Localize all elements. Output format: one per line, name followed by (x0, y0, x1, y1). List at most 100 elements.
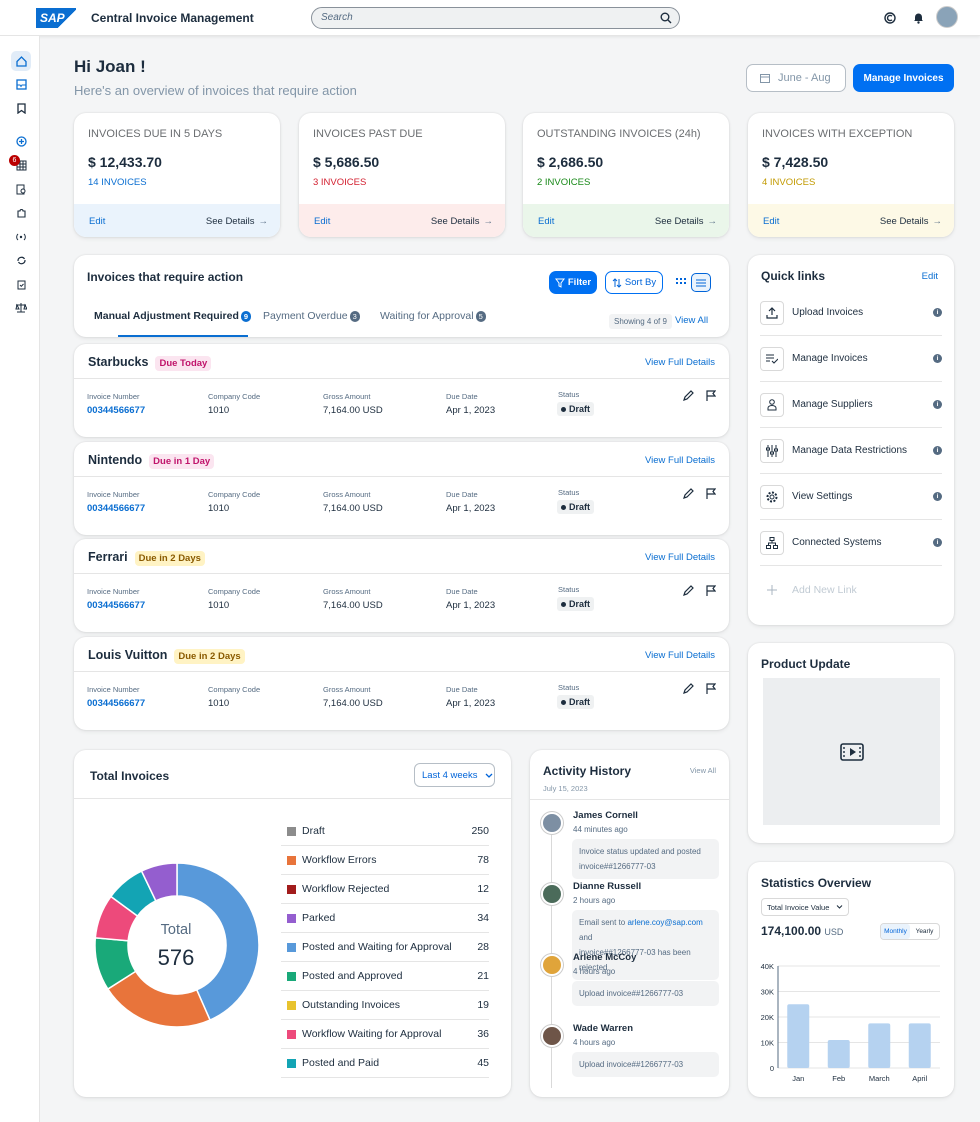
search-document-icon[interactable] (11, 179, 31, 199)
tab-manual-adjustment[interactable]: Manual Adjustment Required 9 (94, 310, 252, 322)
see-details-link[interactable]: See Details → (206, 216, 268, 227)
clipboard-icon[interactable] (11, 274, 31, 294)
legend-swatch (287, 884, 296, 894)
filter-button[interactable]: Filter (549, 271, 597, 294)
metric-dropdown-label: Total Invoice Value (767, 902, 830, 912)
flag-icon[interactable] (706, 390, 717, 404)
edit-pencil-icon[interactable] (683, 390, 694, 404)
kpi-edit-link[interactable]: Edit (538, 216, 555, 227)
copilot-icon[interactable] (884, 12, 896, 24)
list-view-icon[interactable] (691, 273, 711, 292)
quick-link-item[interactable]: Manage Data Restrictions i (760, 428, 942, 474)
list-check-icon (760, 346, 784, 371)
kpi-edit-link[interactable]: Edit (763, 216, 780, 227)
flag-icon[interactable] (706, 585, 717, 599)
legend-label: Posted and Approved (302, 970, 403, 982)
value-num[interactable]: 00344566677 (87, 600, 146, 611)
info-icon[interactable]: i (933, 492, 942, 501)
range-dropdown[interactable]: Last 4 weeks (414, 763, 495, 787)
legend-row: Workflow Rejected 12 (281, 875, 489, 904)
puzzle-icon[interactable] (11, 203, 31, 223)
view-full-details-link[interactable]: View Full Details (644, 357, 715, 368)
inbox-icon[interactable] (11, 74, 31, 94)
monthly-toggle[interactable]: Monthly (881, 924, 910, 939)
kpi-edit-link[interactable]: Edit (314, 216, 331, 227)
search-icon[interactable] (660, 12, 672, 24)
quick-link-item[interactable]: Manage Invoices i (760, 336, 942, 382)
value-num[interactable]: 00344566677 (87, 503, 146, 514)
kpi-edit-link[interactable]: Edit (89, 216, 106, 227)
flag-icon[interactable] (706, 683, 717, 697)
grid-view-icon[interactable] (676, 278, 686, 288)
activity-user-name: Wade Warren (573, 1023, 634, 1034)
tab-waiting-approval[interactable]: Waiting for Approval 5 (380, 310, 486, 322)
broadcast-icon[interactable] (11, 227, 31, 247)
add-new-link-label: Add New Link (792, 584, 857, 596)
activity-time: 44 minutes ago (573, 825, 628, 834)
bookmark-icon[interactable] (11, 98, 31, 118)
user-avatar[interactable] (936, 6, 958, 28)
label-date: Due Date (446, 587, 478, 596)
see-details-link[interactable]: See Details → (431, 216, 493, 227)
statistics-bar-chart: 40K 30K 20K 10K 0 Jan Feb March April (761, 962, 940, 1083)
quick-link-item[interactable]: Manage Suppliers i (760, 382, 942, 428)
see-details-link[interactable]: See Details → (655, 216, 717, 227)
see-details-link[interactable]: See Details → (880, 216, 942, 227)
add-circle-icon[interactable] (11, 131, 31, 151)
quick-links-edit[interactable]: Edit (921, 271, 938, 282)
video-icon (839, 742, 864, 761)
info-icon[interactable]: i (933, 538, 942, 547)
metric-dropdown[interactable]: Total Invoice Value (761, 898, 850, 916)
sap-logo[interactable]: SAP (36, 8, 76, 28)
tab-payment-overdue[interactable]: Payment Overdue 3 (263, 310, 360, 322)
bell-icon[interactable] (913, 12, 924, 24)
activity-view-all[interactable]: View All (689, 766, 716, 775)
legend-value: 250 (471, 825, 489, 837)
view-full-details-link[interactable]: View Full Details (644, 455, 715, 466)
x-tick-label: Jan (792, 1074, 804, 1083)
app-title: Central Invoice Management (91, 11, 254, 25)
email-link[interactable]: arlene.coy@sap.com (627, 918, 703, 927)
value-code: 1010 (208, 405, 230, 416)
quick-link-item[interactable]: Connected Systems i (760, 520, 942, 566)
value-num[interactable]: 00344566677 (87, 405, 146, 416)
home-icon[interactable] (11, 51, 31, 71)
manage-invoices-button[interactable]: Manage Invoices (853, 64, 954, 92)
view-full-details-link[interactable]: View Full Details (644, 552, 715, 563)
value-num[interactable]: 00344566677 (87, 698, 146, 709)
invoice-card: Starbucks Due Today View Full Details Invoi… (74, 344, 729, 437)
product-update-card: Product Update (748, 643, 954, 843)
balance-icon[interactable] (11, 297, 31, 317)
label-amount: Gross Amount (323, 685, 371, 694)
info-icon[interactable]: i (933, 400, 942, 409)
search-input[interactable]: Search (311, 7, 680, 29)
yearly-toggle[interactable]: Yearly (915, 928, 934, 935)
add-new-link[interactable]: Add New Link (760, 578, 857, 602)
label-code: Company Code (208, 392, 261, 401)
quick-link-item[interactable]: Upload Invoices i (760, 290, 942, 336)
sort-button[interactable]: Sort By (605, 271, 663, 294)
kpi-card: OUTSTANDING INVOICES (24h) $ 2,686.50 2 IN… (523, 113, 729, 237)
info-icon[interactable]: i (933, 446, 942, 455)
view-full-details-link[interactable]: View Full Details (644, 650, 715, 661)
quick-link-label: Manage Invoices (792, 353, 868, 364)
value-code: 1010 (208, 698, 230, 709)
kpi-count: 4 INVOICES (762, 177, 816, 188)
edit-pencil-icon[interactable] (683, 585, 694, 599)
date-range-picker[interactable]: June - Aug (746, 64, 846, 92)
activity-user-name: James Cornell (573, 810, 638, 821)
edit-pencil-icon[interactable] (683, 488, 694, 502)
grid-icon[interactable] (11, 155, 31, 175)
flag-icon[interactable] (706, 488, 717, 502)
info-icon[interactable]: i (933, 308, 942, 317)
label-num: Invoice Number (87, 685, 140, 694)
quick-link-item[interactable]: View Settings i (760, 474, 942, 520)
total-invoices-title: Total Invoices (90, 769, 170, 783)
edit-pencil-icon[interactable] (683, 683, 694, 697)
cycle-icon[interactable] (11, 250, 31, 270)
video-placeholder[interactable] (763, 678, 940, 825)
view-all-link[interactable]: View All (675, 315, 709, 326)
statistics-title: Statistics Overview (761, 876, 872, 890)
kpi-footer: Edit See Details → (523, 204, 729, 237)
info-icon[interactable]: i (933, 354, 942, 363)
